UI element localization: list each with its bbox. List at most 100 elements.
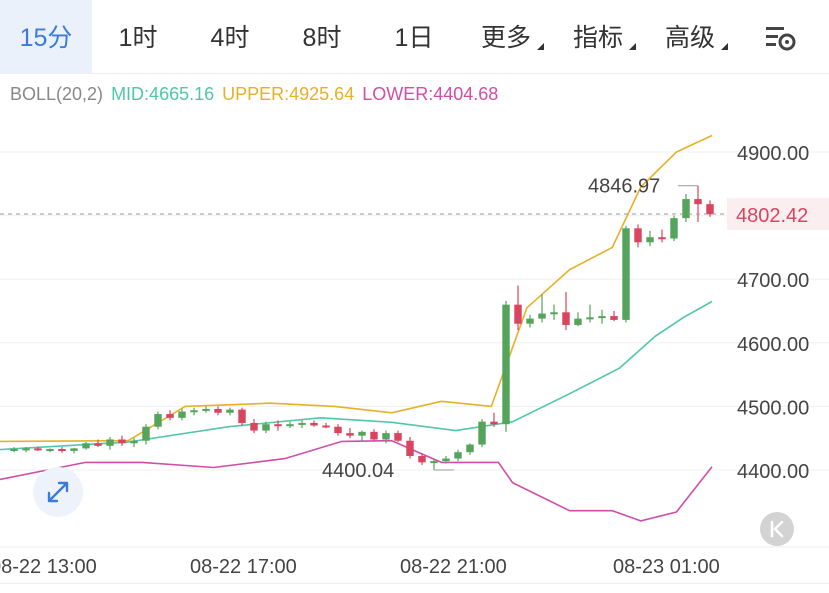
candle-body <box>310 422 318 426</box>
tab-label: 高级 <box>664 24 715 52</box>
y-tick-label: 4700.00 <box>737 270 809 292</box>
candle-body <box>586 317 594 320</box>
tab-5[interactable]: 更多 <box>460 0 552 74</box>
x-tick-label: 08-22 21:00 <box>400 556 507 578</box>
tab-bar-divider <box>0 73 829 74</box>
boll-lower-value: LOWER:4404.68 <box>362 84 499 104</box>
candle-body <box>214 408 222 413</box>
candle-body <box>286 424 294 427</box>
x-tick-label: 08-22 17:00 <box>190 556 297 578</box>
current-price-tag <box>727 198 829 231</box>
candle-body <box>226 409 234 413</box>
tab-label: 15分 <box>19 24 73 52</box>
candle-body <box>478 421 486 445</box>
chart-settings-button[interactable] <box>762 22 798 54</box>
candle-body <box>190 410 198 413</box>
candle-body <box>538 313 546 319</box>
tab-label: 4时 <box>210 24 250 52</box>
candle-body <box>502 304 510 425</box>
high-price-label: 4846.97 <box>588 176 660 198</box>
boll-mid-line <box>0 300 713 451</box>
candle-body <box>130 440 138 444</box>
candle-body <box>202 408 210 411</box>
candle-body <box>610 316 618 320</box>
dropdown-triangle-icon <box>721 43 728 50</box>
boll-lower-line <box>0 439 713 522</box>
tab-2[interactable]: 4时 <box>184 0 276 74</box>
dropdown-triangle-icon <box>629 43 636 50</box>
candle-body <box>358 431 366 436</box>
candle-body <box>694 199 702 205</box>
candle-body <box>514 304 522 324</box>
candle-body <box>466 444 474 453</box>
candle-body <box>646 237 654 243</box>
candle-body <box>70 448 78 451</box>
candle-body <box>250 422 258 431</box>
candle-body <box>142 426 150 441</box>
tab-label: 1日 <box>394 24 434 52</box>
dropdown-triangle-icon <box>537 43 544 50</box>
expand-icon <box>47 481 69 503</box>
candle-body <box>574 318 582 325</box>
candle-body <box>10 449 18 452</box>
candle-body <box>262 424 270 431</box>
tab-label: 1时 <box>118 24 158 52</box>
tab-label: 8时 <box>302 24 342 52</box>
candle-body <box>106 439 114 446</box>
tab-3[interactable]: 8时 <box>276 0 368 74</box>
candle-body <box>430 461 438 464</box>
candle-body <box>58 449 66 452</box>
settings-icon <box>766 27 796 51</box>
y-tick-label: 4400.00 <box>737 461 809 483</box>
back-to-latest-icon <box>770 520 784 538</box>
boll-legend: BOLL(20,2) MID:4665.16 UPPER:4925.64 LOWER:… <box>10 84 506 105</box>
tab-0[interactable]: 15分 <box>0 0 92 74</box>
x-tick-label: 08-23 01:00 <box>613 556 720 578</box>
chart-bottom-divider <box>0 583 829 584</box>
boll-mid-value: MID:4665.16 <box>111 84 215 104</box>
candle-body <box>322 425 330 428</box>
candle-body <box>622 228 630 320</box>
candle-body <box>418 456 426 463</box>
candle-body <box>658 237 666 240</box>
x-tick-label: 08-22 13:00 <box>0 556 97 578</box>
candle-body <box>22 448 30 451</box>
candle-body <box>706 204 714 215</box>
y-tick-label: 4600.00 <box>737 334 809 356</box>
candle-body <box>370 431 378 440</box>
candle-body <box>406 440 414 457</box>
candle-body <box>382 433 390 440</box>
candle-body <box>94 443 102 446</box>
candle-body <box>178 411 186 418</box>
current-price-label: 4802.42 <box>736 205 808 227</box>
tab-label: 指标 <box>572 24 623 52</box>
candle-body <box>550 312 558 315</box>
boll-upper-value: UPPER:4925.64 <box>222 84 355 104</box>
expand-chart-button[interactable] <box>33 467 83 517</box>
tab-1[interactable]: 1时 <box>92 0 184 74</box>
candle-body <box>34 448 42 451</box>
candle-body <box>598 316 606 319</box>
tab-4[interactable]: 1日 <box>368 0 460 74</box>
candle-body <box>334 426 342 434</box>
back-to-latest-button[interactable] <box>760 512 794 546</box>
candle-body <box>46 449 54 452</box>
boll-upper-line <box>0 134 713 443</box>
candle-body <box>490 421 498 425</box>
candle-body <box>442 458 450 462</box>
boll-name: BOLL(20,2) <box>10 84 104 104</box>
candle-body <box>394 433 402 441</box>
tab-7[interactable]: 高级 <box>644 0 736 74</box>
y-tick-label: 4500.00 <box>737 397 809 419</box>
candle-body <box>118 439 126 444</box>
low-price-label: 4400.04 <box>322 460 394 482</box>
candle-body <box>454 452 462 459</box>
candle-body <box>562 312 570 325</box>
y-tick-label: 4900.00 <box>737 143 809 165</box>
candle-body <box>298 422 306 425</box>
candle-body <box>670 218 678 239</box>
tab-6[interactable]: 指标 <box>552 0 644 74</box>
tab-label: 更多 <box>480 24 531 52</box>
candle-body <box>154 414 162 427</box>
